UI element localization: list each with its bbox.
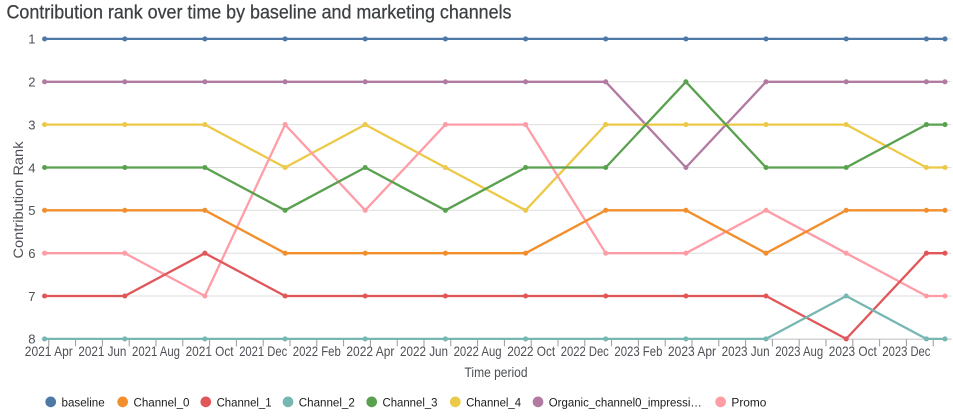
svg-text:6: 6 [28,246,35,261]
svg-text:3: 3 [28,117,35,132]
svg-text:2022 Jun: 2022 Jun [400,343,448,359]
svg-text:2022 Aug: 2022 Aug [454,343,502,359]
svg-text:4: 4 [28,160,35,175]
svg-text:7: 7 [28,289,35,304]
svg-text:2021 Apr: 2021 Apr [25,343,73,359]
svg-text:Channel_1: Channel_1 [217,395,272,409]
svg-text:2022 Feb: 2022 Feb [293,343,341,359]
svg-text:2022 Apr: 2022 Apr [346,343,394,359]
svg-text:2023 Jun: 2023 Jun [722,343,770,359]
svg-text:Contribution Rank: Contribution Rank [11,141,26,258]
svg-text:2021 Aug: 2021 Aug [132,343,180,359]
svg-text:Channel_0: Channel_0 [134,395,190,409]
svg-text:2023 Apr: 2023 Apr [668,343,716,359]
svg-text:2023 Feb: 2023 Feb [614,343,662,359]
svg-text:2023 Dec: 2023 Dec [882,343,930,359]
svg-text:Channel_3: Channel_3 [383,395,438,409]
svg-text:2021 Dec: 2021 Dec [239,343,287,359]
svg-text:Promo: Promo [731,395,766,409]
svg-text:2023 Aug: 2023 Aug [775,343,823,359]
svg-text:5: 5 [28,203,35,218]
svg-text:Channel_2: Channel_2 [299,395,355,409]
svg-text:2022 Oct: 2022 Oct [507,343,555,359]
svg-text:2: 2 [28,75,35,90]
svg-text:Channel_4: Channel_4 [466,395,521,409]
svg-text:8: 8 [28,332,35,347]
svg-text:2023 Oct: 2023 Oct [829,343,877,359]
svg-text:Contribution rank over time by: Contribution rank over time by baseline … [7,3,512,24]
svg-text:baseline: baseline [62,395,105,409]
svg-text:Time period: Time period [465,365,528,380]
svg-text:1: 1 [28,32,35,47]
svg-text:Organic_channel0_impressi…: Organic_channel0_impressi… [549,395,702,409]
svg-text:2022 Dec: 2022 Dec [561,343,609,359]
svg-text:2021 Oct: 2021 Oct [186,343,234,359]
svg-text:2021 Jun: 2021 Jun [78,343,126,359]
